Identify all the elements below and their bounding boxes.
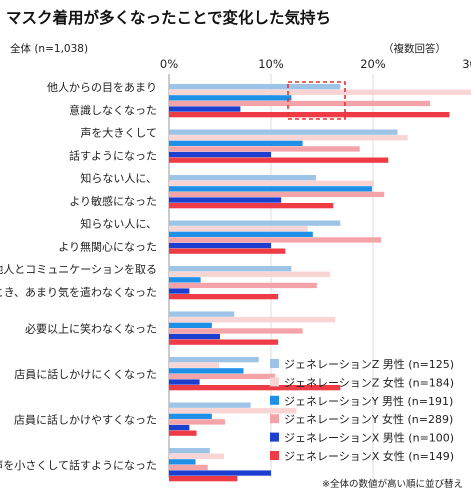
bar <box>169 242 271 249</box>
bar <box>169 385 341 391</box>
legend-swatch <box>270 432 279 442</box>
bar <box>169 226 308 232</box>
bar <box>169 186 372 192</box>
category-label: 他人からの目をあまり <box>47 81 157 94</box>
bar <box>169 135 408 141</box>
category-label: 意識しなくなった <box>69 103 157 117</box>
legend-swatch <box>270 414 279 424</box>
legend-label: ジェネレーションY 女性 (n=289) <box>284 412 453 426</box>
legend-label: ジェネレーションZ 女性 (n=184) <box>284 375 454 389</box>
legend-label: ジェネレーションY 男性 (n=191) <box>284 394 453 408</box>
legend-swatch <box>270 451 279 460</box>
bar <box>169 339 279 345</box>
bar <box>169 203 334 209</box>
bar <box>169 424 190 431</box>
category-label: より無関心になった <box>58 240 157 254</box>
bar <box>169 277 201 283</box>
legend-swatch <box>270 359 279 368</box>
bar <box>169 322 212 328</box>
x-tick-label: 0% <box>160 57 178 71</box>
bar <box>169 470 271 476</box>
bar <box>169 220 341 226</box>
bar <box>169 180 375 186</box>
bar <box>169 140 303 146</box>
bar <box>169 112 450 118</box>
x-tick-label: 20% <box>360 57 386 71</box>
category-label: 話すようになった <box>69 149 157 163</box>
category-label: 知らない人に、 <box>80 171 157 185</box>
legend-label: ジェネレーションZ 男性 (n=125) <box>284 357 454 371</box>
category-label: より敏感になった <box>69 194 157 208</box>
bar <box>169 282 317 289</box>
bar <box>169 151 271 158</box>
bar <box>169 357 259 363</box>
bar <box>169 413 212 419</box>
bar <box>169 106 241 112</box>
category-label: 店員に話しかけやすくなった <box>14 412 157 426</box>
bar <box>169 157 389 163</box>
chart-title: マスク着用が多くなったことで変化した気持ち <box>6 8 331 27</box>
bar <box>169 197 282 203</box>
bar <box>169 84 341 90</box>
category-label: とき、あまり気を遣わなくなった <box>0 285 157 299</box>
bar <box>169 231 313 237</box>
legend-label: ジェネレーションX 男性 (n=100) <box>284 431 454 445</box>
bar <box>169 333 220 340</box>
bar <box>169 464 208 471</box>
bar <box>169 430 197 436</box>
bar <box>169 129 398 135</box>
chart-subtitle: 全体 (n=1,038) <box>10 42 88 55</box>
x-tick-label: 10% <box>258 57 284 71</box>
category-label: 店員に話しかけにくくなった <box>14 367 157 381</box>
legend-label: ジェネレーションX 女性 (n=149) <box>284 449 454 463</box>
bar <box>169 89 471 95</box>
bar <box>169 459 196 465</box>
bar <box>169 271 331 277</box>
legend-swatch <box>270 395 279 405</box>
bar <box>169 317 336 323</box>
bar <box>169 448 210 454</box>
bar <box>169 95 292 101</box>
bar <box>169 373 276 380</box>
bar <box>169 453 225 459</box>
bar <box>169 266 292 272</box>
category-label: 必要以上に笑わなくなった <box>25 321 157 335</box>
bar <box>169 311 235 317</box>
category-label: 声を小さくして話すようになった <box>0 458 157 472</box>
bar <box>169 379 200 385</box>
bar <box>169 328 303 334</box>
bar <box>169 191 385 198</box>
bar <box>169 237 382 243</box>
bar <box>169 248 286 254</box>
bar <box>169 294 279 300</box>
category-label: 知らない人に、 <box>80 217 157 231</box>
bar <box>169 362 219 368</box>
bar <box>169 419 226 425</box>
legend-swatch <box>270 377 279 387</box>
bar <box>169 408 297 414</box>
bar <box>169 288 190 294</box>
bar <box>169 175 316 181</box>
category-label: 他人とコミュニケーションを取る <box>0 263 157 276</box>
bar <box>169 368 244 374</box>
bar <box>169 476 238 482</box>
bar <box>169 100 431 107</box>
chart-note: ※全体の数値が高い順に並び替え <box>322 478 463 490</box>
unit-label: （複数回答） <box>383 42 446 55</box>
bar <box>169 402 251 408</box>
x-tick-label: 30% <box>462 57 471 71</box>
bar <box>169 146 360 152</box>
highlight-box <box>287 81 346 120</box>
category-label: 声を大きくして <box>80 126 157 140</box>
